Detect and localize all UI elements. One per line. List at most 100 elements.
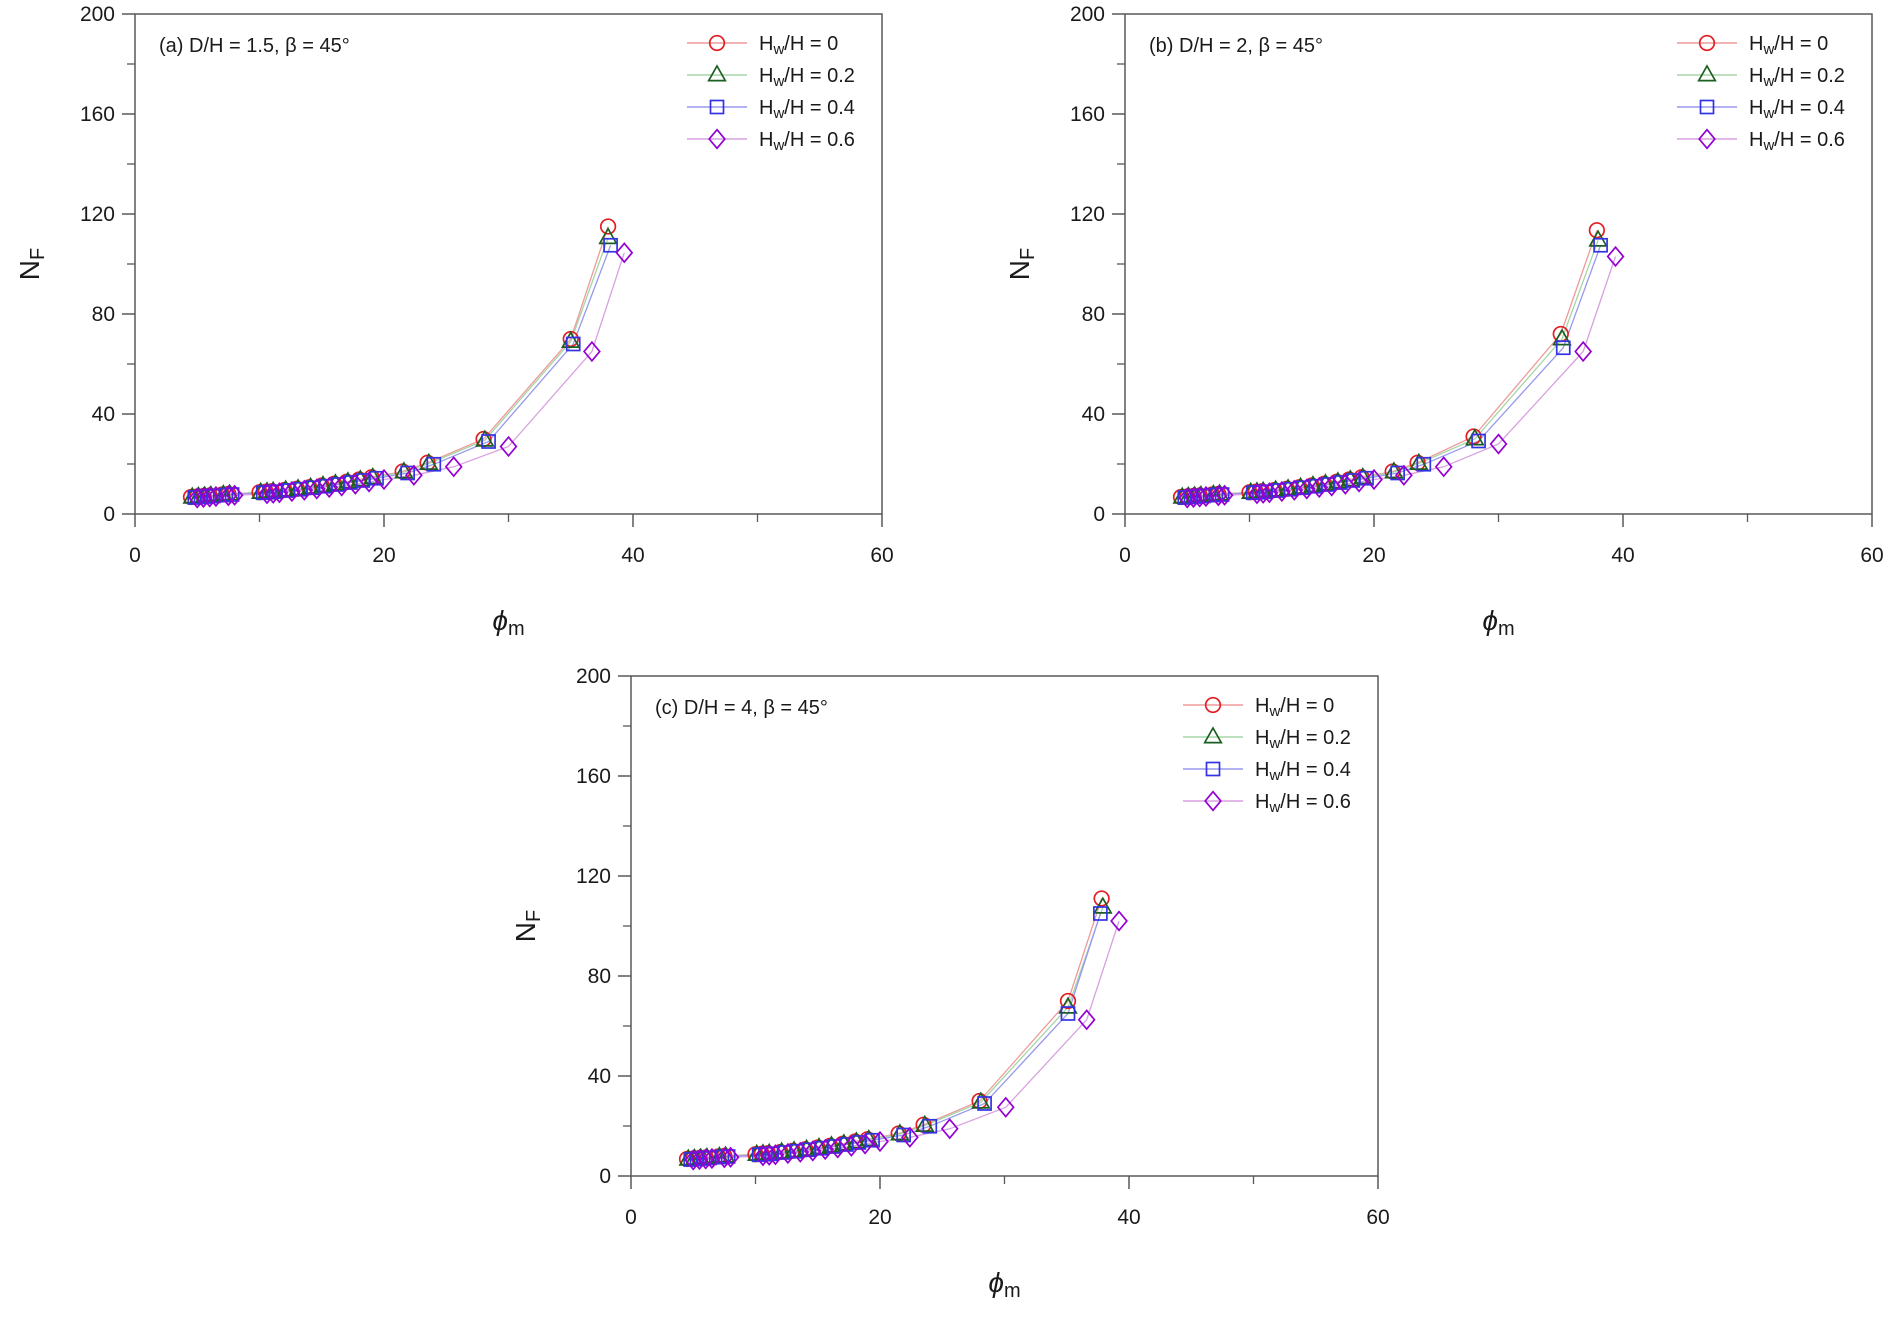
y-tick-label: 120 (80, 203, 115, 226)
data-point-diamond (1197, 485, 1215, 508)
y-tick-label: 0 (599, 1165, 611, 1188)
x-tick-label: 60 (1860, 544, 1883, 567)
data-point-triangle (1058, 996, 1078, 1014)
panel-title: (a) D/H = 1.5, β = 45° (159, 35, 350, 57)
data-point-diamond (1248, 483, 1266, 505)
series-line-0 (1180, 230, 1598, 498)
data-point-square (1593, 237, 1608, 253)
x-tick-label: 0 (129, 544, 141, 567)
data-point-circle (1059, 992, 1077, 1010)
data-point-diamond (856, 1133, 874, 1155)
legend-diamond-icon (708, 128, 726, 150)
panel-a-chart: 0 20 40 60 0 40 80 120 160 200 ϕm NF (a) D/H = 1.5, … (14, 3, 894, 640)
data-point-diamond (444, 456, 463, 478)
data-point-diamond (583, 340, 601, 363)
data-point-diamond (219, 485, 238, 507)
x-axis-label: ϕm (492, 605, 524, 640)
x-tick-label: 20 (1362, 544, 1385, 567)
data-point-diamond (375, 468, 393, 491)
x-axis-label: ϕm (988, 1267, 1020, 1302)
data-point-diamond (1394, 464, 1413, 486)
x-tick-label: 40 (1117, 1206, 1140, 1229)
data-point-diamond (871, 1130, 889, 1153)
data-point-diamond (1209, 485, 1228, 507)
legend-label: Hw/H = 0.2 (1255, 727, 1351, 752)
legend-diamond-icon (1204, 790, 1222, 812)
data-point-triangle (971, 1091, 991, 1109)
data-point-diamond (1322, 475, 1341, 497)
panel-c-chart: 0 20 40 60 0 40 80 120 160 200 ϕm NF (c) D/H = 4, β … (510, 665, 1390, 1302)
data-point-diamond (900, 1126, 919, 1148)
data-point-diamond (996, 1096, 1015, 1118)
legend-label: Hw/H = 0.6 (759, 129, 855, 154)
data-point-triangle (915, 1114, 935, 1132)
plot-frame (134, 13, 883, 515)
y-axis-label: NF (1004, 248, 1039, 280)
data-point-square (603, 237, 618, 253)
data-point-diamond (715, 1147, 734, 1169)
data-point-circle (1093, 890, 1110, 907)
data-point-diamond (200, 486, 219, 508)
legend-circle-icon (1698, 34, 1716, 52)
legend-triangle-icon (1203, 726, 1223, 744)
data-point-triangle (598, 227, 618, 245)
data-point-triangle (1093, 896, 1113, 914)
legend-triangle-icon (1697, 64, 1717, 82)
panel-title: (b) D/H = 2, β = 45° (1149, 35, 1323, 57)
data-point-diamond (1606, 245, 1625, 268)
data-point-diamond (1077, 1009, 1096, 1031)
data-point-triangle (1409, 452, 1429, 470)
data-point-square (1416, 456, 1432, 472)
data-point-triangle (394, 461, 414, 479)
y-tick-label: 120 (576, 865, 611, 888)
panel-b-chart: 0 20 40 60 0 40 80 120 160 200 ϕm NF (b) D/H = 2, β … (1004, 3, 1884, 640)
series-line-3 (1187, 256, 1617, 499)
data-point-diamond (1110, 910, 1128, 932)
y-tick-label: 160 (1070, 103, 1105, 126)
x-axis-label: ϕm (1482, 605, 1514, 640)
legend-triangle-icon (707, 64, 727, 82)
y-tick-label: 200 (1070, 3, 1105, 26)
y-tick-label: 40 (92, 403, 115, 426)
x-tick-label: 20 (868, 1206, 891, 1229)
legend-label: Hw/H = 0.6 (1255, 791, 1351, 816)
legend-square-icon (1699, 99, 1715, 115)
data-point-diamond (346, 473, 365, 495)
data-point-diamond (1365, 468, 1383, 491)
data-point-diamond (1184, 486, 1203, 509)
data-point-diamond (404, 464, 423, 486)
legend-label: Hw/H = 0 (1749, 33, 1828, 58)
plot-frame (630, 675, 1379, 1177)
data-point-square (426, 456, 442, 472)
legend-circle-icon (708, 34, 726, 52)
data-point-square (481, 434, 496, 449)
legend-label: Hw/H = 0.4 (1749, 97, 1845, 122)
legend-label: Hw/H = 0 (759, 33, 838, 58)
legend-label: Hw/H = 0.2 (1749, 65, 1845, 90)
data-point-square (922, 1118, 938, 1134)
data-point-square (1555, 340, 1571, 356)
data-point-diamond (194, 486, 213, 509)
legend-circle-icon (1204, 696, 1222, 714)
data-point-diamond (258, 483, 276, 505)
data-point-square (1471, 433, 1486, 449)
data-point-diamond (684, 1149, 703, 1171)
data-point-diamond (1434, 456, 1453, 478)
data-point-circle (599, 218, 617, 235)
series-line-1 (1182, 240, 1599, 498)
data-point-circle (1588, 222, 1606, 239)
data-point-square (1359, 470, 1374, 486)
data-point-diamond (1489, 433, 1508, 455)
data-point-triangle (475, 429, 495, 447)
plot-frame (1124, 13, 1873, 515)
series-line-2 (194, 245, 612, 499)
data-point-diamond (1190, 486, 1209, 508)
legend-square-icon (1205, 761, 1221, 777)
y-tick-label: 80 (588, 965, 611, 988)
data-point-diamond (499, 435, 518, 458)
data-point-square (865, 1132, 880, 1148)
x-tick-label: 20 (372, 544, 395, 567)
x-tick-label: 0 (1119, 544, 1131, 567)
y-axis-label: NF (510, 910, 545, 942)
